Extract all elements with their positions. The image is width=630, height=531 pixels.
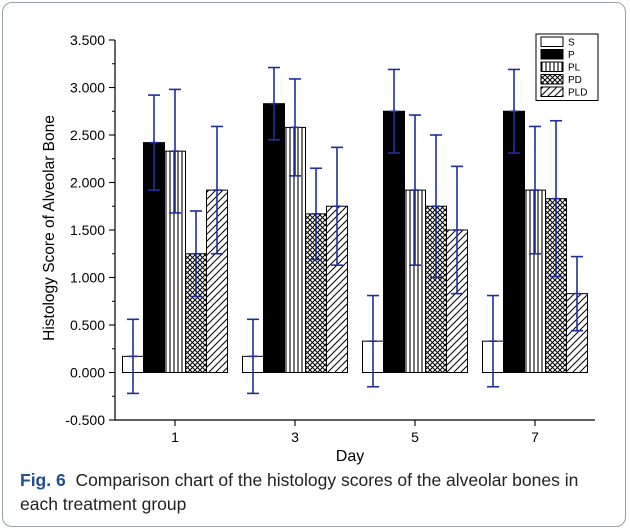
error-bar-s-day-1 [127, 318, 139, 395]
y-tick-label: 1.000 [70, 270, 105, 286]
legend-label-p: P [568, 50, 575, 61]
error-bar-pl-day-7 [529, 125, 541, 255]
legend-label-s: S [568, 38, 575, 49]
error-bar-pl-day-3 [289, 78, 301, 177]
y-tick-label: 0.500 [70, 317, 105, 333]
legend-swatch-pl [540, 61, 564, 72]
legend-label-pd: PD [568, 75, 582, 86]
caption-label: Fig. 6 [20, 470, 66, 490]
figure-caption: Fig. 6 Comparison chart of the histology… [20, 468, 580, 516]
error-bar-pld-day-1 [211, 125, 223, 255]
error-bar-s-day-3 [247, 318, 259, 395]
x-tick-label: 1 [171, 429, 179, 445]
legend-label-pl: PL [568, 63, 581, 74]
legend-swatch-pd [540, 74, 564, 85]
legend-label-pld: PLD [568, 88, 587, 99]
error-bar-pld-day-3 [331, 146, 343, 266]
error-bar-pl-day-1 [169, 88, 181, 214]
y-tick-label: 1.500 [70, 222, 105, 238]
error-bar-p-day-5 [388, 68, 400, 154]
x-tick-label: 3 [291, 429, 299, 445]
error-bar-s-day-7 [487, 294, 499, 388]
legend-swatch-p [540, 49, 564, 60]
error-bar-pld-day-5 [451, 165, 463, 295]
error-bar-pd-day-1 [190, 210, 202, 298]
error-bar-pd-day-7 [550, 119, 562, 278]
bar-chart: -0.500 0.000 0.500 1.000 1.500 2.000 2.500 3.00… [41, 32, 599, 465]
y-tick-label: 3.000 [70, 80, 105, 96]
caption-text: Comparison chart of the histology scores… [20, 470, 579, 514]
y-tick-label: 2.000 [70, 175, 105, 191]
error-bar-s-day-5 [367, 294, 379, 388]
y-tick-label: -0.500 [65, 412, 105, 428]
error-bar-pl-day-5 [409, 114, 421, 266]
x-axis-title: Day [336, 448, 364, 465]
error-bar-p-day-7 [508, 68, 520, 154]
x-tick-label: 5 [411, 429, 419, 445]
legend-swatch-s [540, 36, 564, 47]
y-tick-label: 2.500 [70, 127, 105, 143]
y-tick-label: 3.500 [70, 32, 105, 48]
error-bar-p-day-3 [268, 66, 280, 141]
y-tick-label: 0.000 [70, 365, 105, 381]
error-bar-pd-day-5 [430, 134, 442, 279]
legend-swatch-pld [540, 86, 564, 97]
error-bar-p-day-1 [148, 94, 160, 191]
y-axis-title: Histology Score of Alveolar Bone [41, 115, 58, 341]
error-bar-pld-day-7 [571, 255, 583, 332]
x-tick-label: 7 [531, 429, 539, 445]
bar-p-day-3 [263, 103, 285, 374]
error-bar-pd-day-3 [310, 167, 322, 261]
